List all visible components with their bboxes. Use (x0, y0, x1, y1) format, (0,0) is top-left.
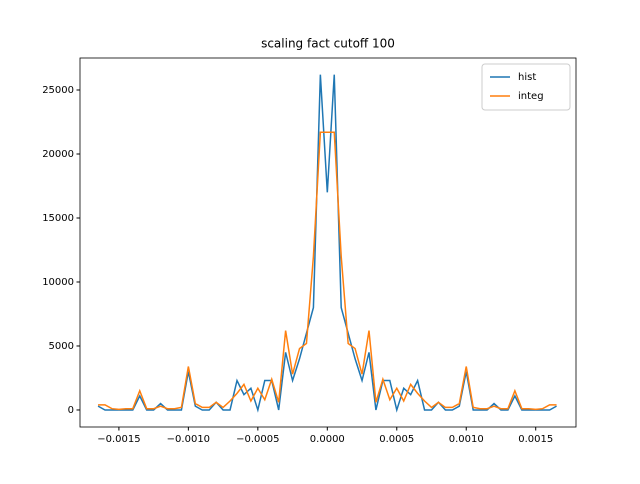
line-series (97, 74, 557, 413)
x-tick-label: 0.0005 (379, 434, 414, 445)
x-tick-label: −0.0010 (167, 434, 210, 445)
y-tick-label: 0 (68, 405, 74, 416)
legend-box (481, 63, 571, 111)
x-tick-label: 0.0010 (449, 434, 484, 445)
legend-label: hist (518, 72, 536, 83)
y-tick-label: 20000 (42, 149, 74, 160)
y-tick-label: 5000 (49, 341, 74, 352)
x-tick-label: 0.0000 (310, 434, 345, 445)
x-tick-label: 0.0015 (518, 434, 553, 445)
y-tick-label: 10000 (42, 277, 74, 288)
x-tick-label: −0.0015 (97, 434, 140, 445)
chart-title: scaling fact cutoff 100 (261, 37, 395, 51)
y-tick-label: 15000 (42, 213, 74, 224)
legend-label: integ (518, 91, 544, 102)
y-tick-label: 25000 (42, 85, 74, 96)
x-tick-label: −0.0005 (236, 434, 279, 445)
plot-frame (79, 57, 577, 428)
line-series (98, 131, 557, 411)
